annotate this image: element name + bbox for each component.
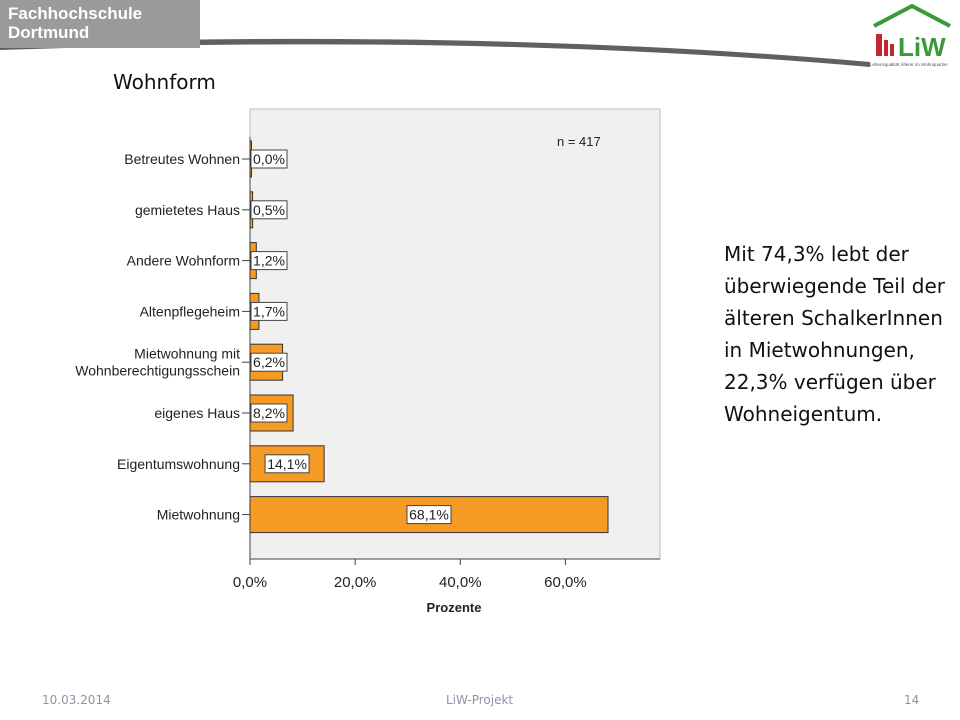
category-label: Betreutes Wohnen xyxy=(124,151,240,167)
category-label: Altenpflegeheim xyxy=(140,303,240,319)
value-label-box xyxy=(250,352,288,372)
value-label: 0,0% xyxy=(253,151,285,167)
value-label: 6,2% xyxy=(253,354,285,370)
fh-dortmund-logo: Fachhochschule Dortmund xyxy=(0,0,200,48)
summary-text: Mit 74,3% lebt der überwiegende Teil der… xyxy=(724,242,945,426)
bar-chart: n = 417 0,0% 20,0% 40,0% 60,0% Prozente Betreu… xyxy=(75,108,661,615)
footer-date: 10.03.2014 xyxy=(42,693,111,707)
liw-logo: LiW Lebensqualität Älterer im Wohnquarti… xyxy=(870,4,951,67)
value-label-box xyxy=(250,251,288,271)
value-label: 14,1% xyxy=(267,456,307,472)
category-label: Mietwohnung mit xyxy=(134,346,240,362)
x-axis-label: Prozente xyxy=(427,600,482,615)
category-label: Eigentumswohnung xyxy=(117,456,240,472)
category-label: Mietwohnung xyxy=(157,507,240,523)
value-label: 1,7% xyxy=(253,303,285,319)
value-label: 1,2% xyxy=(253,253,285,269)
x-tick-label: 60,0% xyxy=(544,574,587,591)
liw-logo-subtext: Lebensqualität Älterer im Wohnquartier xyxy=(870,61,948,67)
value-label-box xyxy=(250,149,288,169)
footer-project: LiW-Projekt xyxy=(446,693,514,707)
value-label: 68,1% xyxy=(409,507,449,523)
value-label-box xyxy=(250,403,288,423)
header-band: Fachhochschule Dortmund LiW Lebensqualit… xyxy=(0,0,960,70)
footer-page-number: 14 xyxy=(904,693,920,707)
x-tick-label: 40,0% xyxy=(439,574,482,591)
x-tick-label: 0,0% xyxy=(233,574,267,591)
value-label: 8,2% xyxy=(253,405,285,421)
value-label-box xyxy=(264,454,310,474)
category-label: gemietetes Haus xyxy=(135,202,240,218)
x-tick-label: 20,0% xyxy=(334,574,377,591)
institution-line2: Dortmund xyxy=(8,23,90,42)
value-label-box xyxy=(406,505,452,525)
institution-line1: Fachhochschule xyxy=(8,4,143,23)
slide-title: Wohnform xyxy=(113,70,216,94)
value-label: 0,5% xyxy=(253,202,285,218)
value-label-box xyxy=(250,301,288,321)
category-label: eigenes Haus xyxy=(154,405,240,421)
value-label-box xyxy=(250,200,288,220)
liw-logo-text: LiW xyxy=(898,32,946,62)
plot-area xyxy=(249,108,661,560)
category-label: Andere Wohnform xyxy=(127,253,240,269)
sample-size-annotation: n = 417 xyxy=(557,134,601,149)
category-label: Wohnberechtigungsschein xyxy=(75,363,240,379)
